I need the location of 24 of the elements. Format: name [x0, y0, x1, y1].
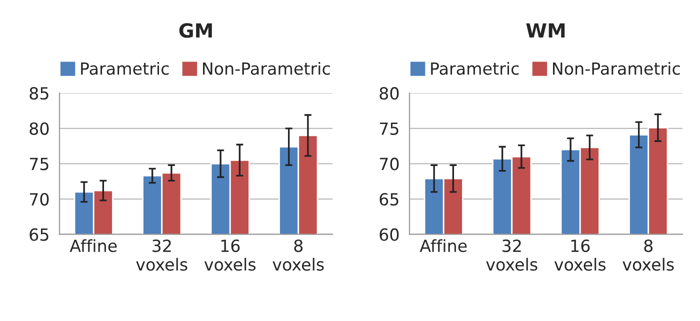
- x-tick-label: 8 voxels: [622, 239, 674, 271]
- chart-title: WM: [526, 23, 565, 38]
- legend-label: Parametric: [431, 62, 519, 75]
- legend-label: Non-Parametric: [203, 62, 330, 75]
- x-tick-label: 32 voxels: [136, 239, 188, 271]
- y-tick-label: 80: [30, 122, 49, 135]
- chart-title: GM: [179, 23, 212, 38]
- y-tick-label: 60: [380, 228, 399, 241]
- y-tick-label: 65: [380, 192, 398, 206]
- x-tick-label: 32 voxels: [486, 239, 538, 271]
- x-tick-label: Affine: [70, 239, 117, 252]
- x-tick-label: Affine: [420, 239, 467, 252]
- x-tick-label: 16 voxels: [554, 239, 606, 271]
- y-tick-label: 75: [380, 122, 398, 135]
- x-tick-label: 8 voxels: [272, 239, 324, 271]
- legend-label: Non-Parametric: [553, 62, 680, 75]
- legend-label: Parametric: [81, 62, 169, 75]
- y-tick-label: 70: [380, 158, 399, 170]
- y-tick-label: 85: [30, 87, 48, 100]
- x-tick-label: 16 voxels: [204, 239, 256, 271]
- y-tick-label: 65: [30, 228, 48, 241]
- y-tick-label: 70: [30, 192, 49, 206]
- y-tick-label: 75: [30, 158, 48, 170]
- y-tick-label: 80: [380, 87, 399, 100]
